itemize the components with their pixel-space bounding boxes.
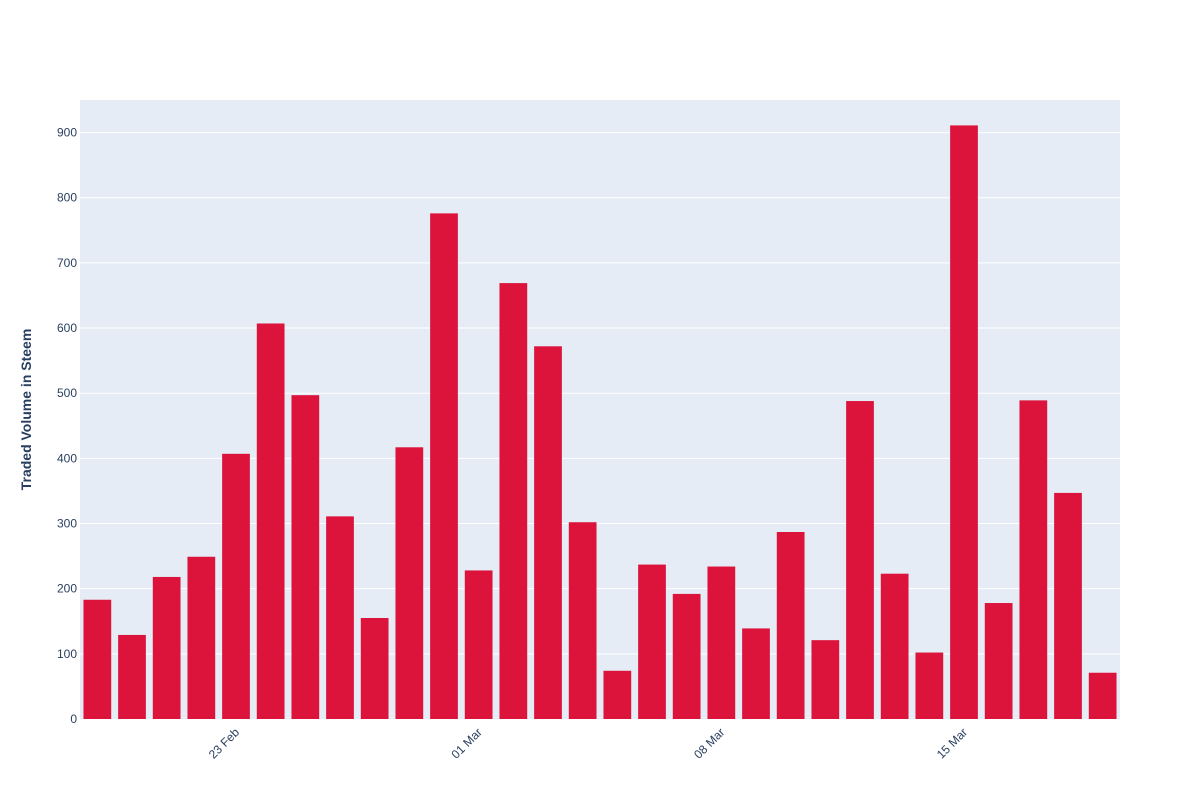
bar-2020-02-26[interactable] (326, 516, 354, 719)
bar-2020-02-21[interactable] (152, 576, 181, 719)
bar-2020-03-05[interactable] (603, 670, 632, 719)
bar-2020-03-19[interactable] (1088, 672, 1117, 719)
y-tick-label: 400 (57, 451, 77, 465)
bar-2020-03-10[interactable] (776, 531, 805, 719)
y-tick-label: 800 (57, 191, 77, 205)
y-tick-label: 100 (57, 647, 77, 661)
y-tick-label: 0 (70, 712, 77, 726)
y-tick-label: 700 (57, 256, 77, 270)
bar-2020-03-01[interactable] (464, 570, 493, 719)
y-tick-label: 300 (57, 517, 77, 531)
bar-2020-03-14[interactable] (915, 652, 944, 719)
bar-2020-03-16[interactable] (984, 603, 1013, 719)
bar-2020-03-09[interactable] (742, 628, 770, 719)
bar-2020-03-11[interactable] (811, 640, 840, 719)
bar-2020-02-20[interactable] (118, 634, 146, 719)
x-tick-label: 15 Mar (934, 725, 970, 761)
x-tick-label: 08 Mar (691, 725, 727, 761)
bar-2020-02-27[interactable] (360, 618, 389, 719)
bar-2020-02-22[interactable] (187, 556, 216, 719)
bar-2020-03-15[interactable] (950, 125, 978, 720)
bar-2020-03-06[interactable] (638, 564, 666, 719)
y-tick-label: 500 (57, 386, 77, 400)
bar-2020-03-13[interactable] (880, 573, 909, 719)
x-axis-ticks: 23 Feb 01 Mar 08 Mar 15 Mar (206, 725, 970, 762)
x-tick-label: 23 Feb (206, 725, 243, 762)
bar-2020-02-29[interactable] (430, 213, 458, 719)
bar-2020-03-03[interactable] (534, 346, 562, 719)
bar-2020-02-25[interactable] (291, 395, 320, 719)
y-axis-title: Traded Volume in Steem (18, 329, 34, 491)
y-axis-ticks: 0 100 200 300 400 500 600 700 800 900 (57, 126, 77, 726)
bar-2020-02-28[interactable] (395, 447, 424, 719)
x-tick-label: 01 Mar (448, 725, 484, 761)
y-tick-label: 200 (57, 582, 77, 596)
bar-2020-03-12[interactable] (846, 401, 874, 719)
bar-2020-03-08[interactable] (707, 566, 736, 719)
bars (83, 125, 1117, 720)
gridlines (80, 132, 1120, 655)
bar-2020-02-23[interactable] (222, 453, 250, 719)
bar-2020-03-04[interactable] (568, 522, 597, 719)
plot-area (80, 100, 1120, 719)
y-tick-label: 600 (57, 321, 77, 335)
bar-2020-03-07[interactable] (672, 593, 701, 719)
bar-2020-03-02[interactable] (499, 283, 528, 719)
bar-2020-03-18[interactable] (1054, 492, 1082, 719)
y-tick-label: 900 (57, 126, 77, 140)
bar-2020-02-24[interactable] (256, 323, 285, 719)
bar-2020-02-19[interactable] (83, 599, 112, 719)
bar-2020-03-17[interactable] (1019, 400, 1048, 719)
